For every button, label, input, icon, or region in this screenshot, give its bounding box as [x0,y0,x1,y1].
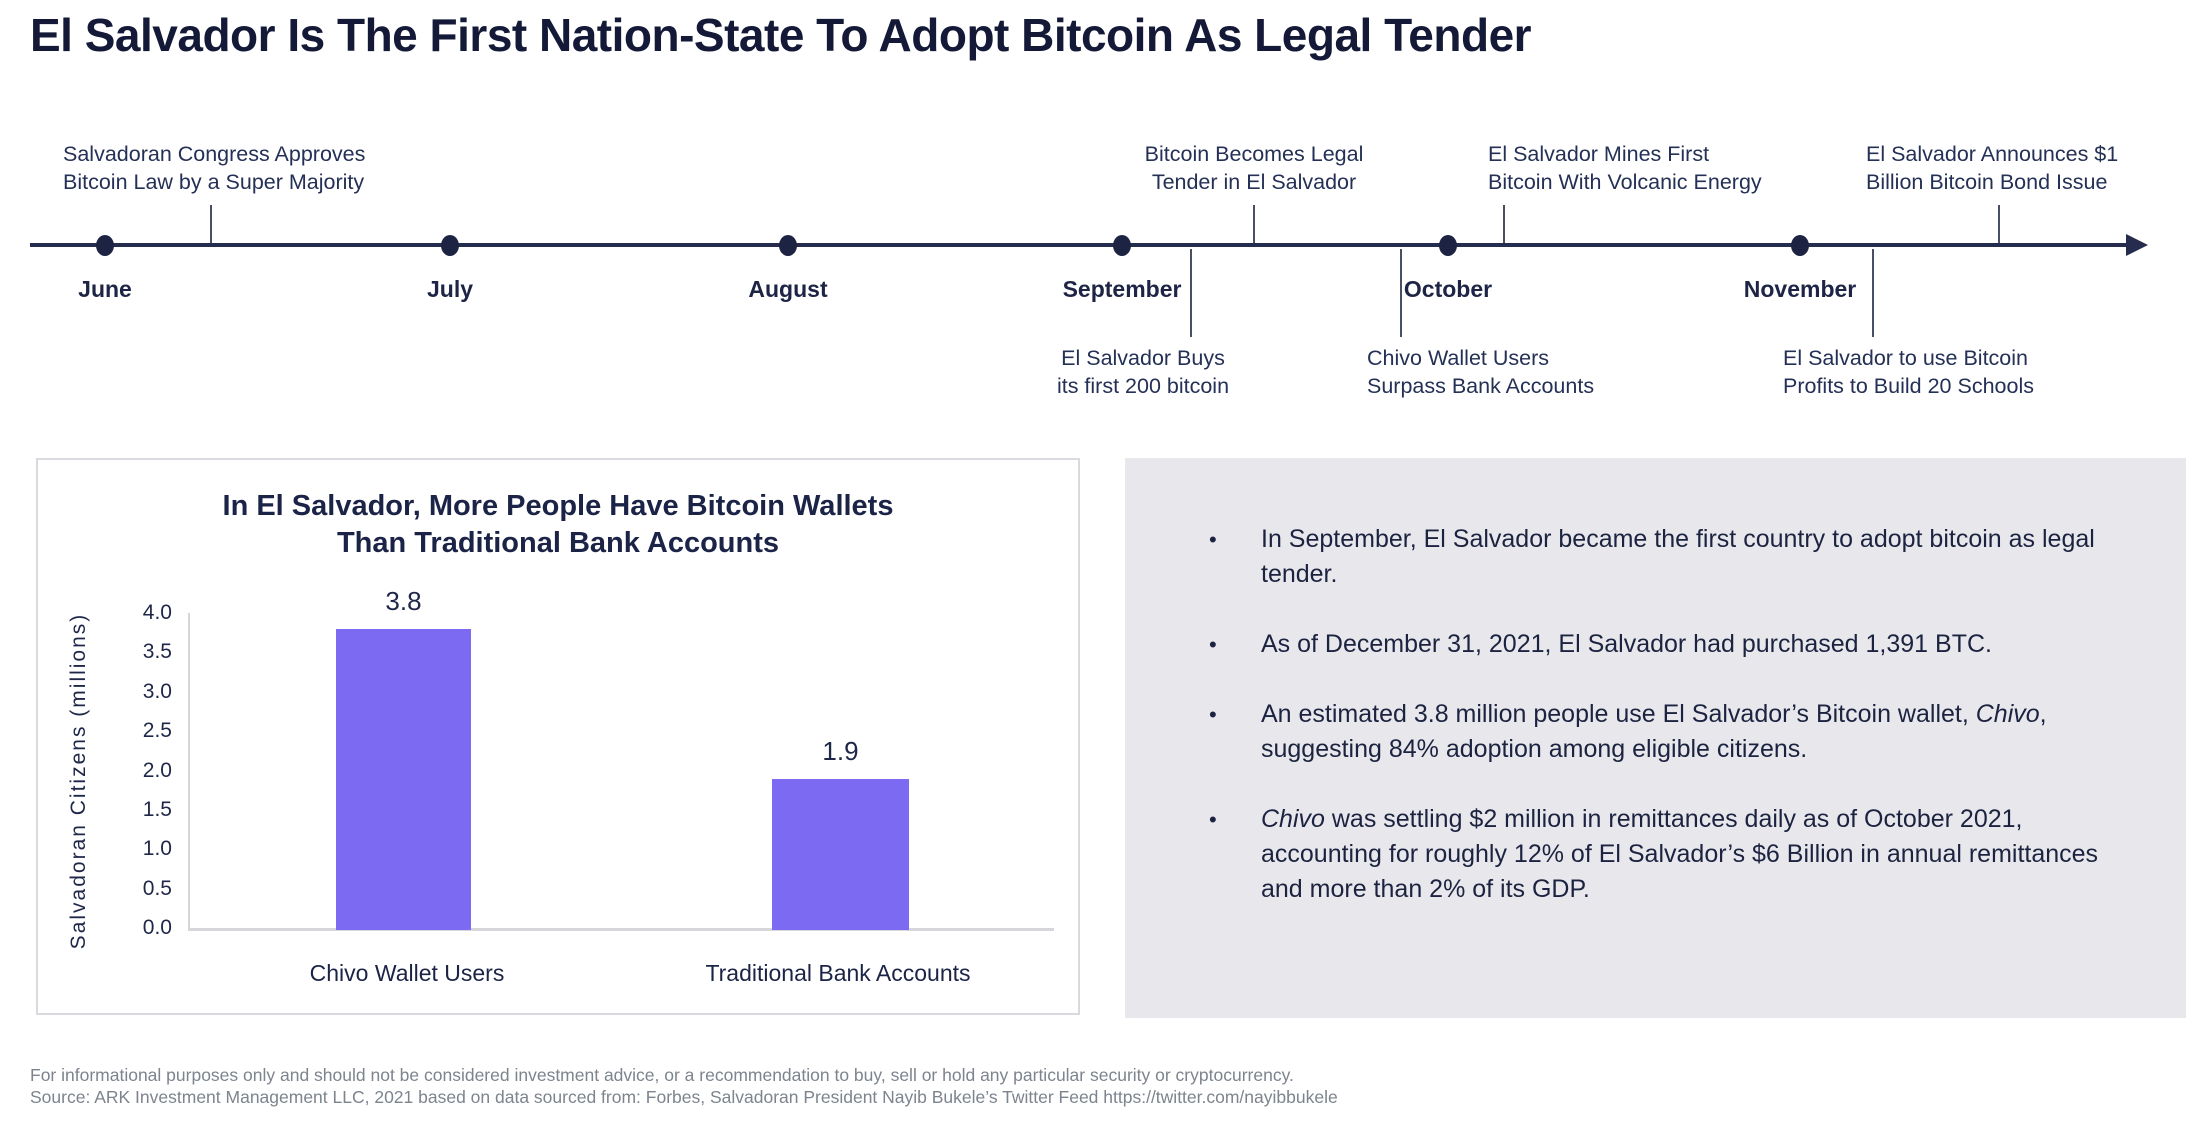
month-label-june: June [78,276,132,302]
timeline-connector [210,205,212,243]
y-tick: 1.5 [142,797,172,821]
y-tick: 2.5 [142,719,172,743]
timeline-connector [1400,249,1402,337]
timeline-connector [1190,249,1192,337]
timeline-event-first-200-btc: El Salvador Buys its first 200 bitcoin [1056,346,1230,398]
timeline-event-volcano-mining: El Salvador Mines First Bitcoin With Vol… [1488,142,1762,194]
bullet-text: An estimated 3.8 million people use El S… [1261,700,2047,763]
bullet-item: • In September, El Salvador became the f… [1209,522,2120,592]
y-tick: 4.0 [142,601,172,624]
bullet-icon: • [1209,702,1217,727]
month-label-october: October [1403,276,1493,302]
bullet-item: • As of December 31, 2021, El Salvador h… [1209,627,2120,662]
bullet-item: • Chivo was settling $2 million in remit… [1209,802,2120,907]
y-tick: 3.0 [142,679,172,703]
bullet-icon: • [1209,527,1217,552]
category-label-chivo: Chivo Wallet Users [309,960,505,986]
bullet-icon: • [1209,807,1217,832]
chart-y-axis-line [188,613,190,930]
bullet-text: Chivo was settling $2 million in remitta… [1261,805,2099,903]
timeline-connector [1872,249,1874,337]
bullet-text: In September, El Salvador became the fir… [1261,525,2095,588]
timeline-axis [30,243,2130,247]
timeline-dot-july [441,235,459,256]
chart-panel: In El Salvador, More People Have Bitcoin… [36,458,1080,1015]
footer-source: Source: ARK Investment Management LLC, 2… [30,1087,1338,1107]
y-tick: 2.0 [142,758,172,782]
month-label-august: August [748,276,828,302]
month-label-september: September [1062,276,1182,302]
insights-panel: • In September, El Salvador became the f… [1125,458,2186,1018]
timeline-dot-september [1113,235,1131,256]
bar-chivo-wallet-users [336,628,471,930]
y-tick: 0.0 [142,916,172,939]
timeline-event-bond-issue: El Salvador Announces $1 Billion Bitcoin… [1866,142,2119,194]
timeline-connector [1998,205,2000,243]
arrow-right-icon [2126,234,2148,256]
timeline-event-congress: Salvadoran Congress Approves Bitcoin Law… [63,142,366,194]
chart-baseline [188,928,1054,931]
timeline-dot-august [779,235,797,256]
page-title: El Salvador Is The First Nation-State To… [30,9,1532,61]
bar-value-label: 3.8 [385,585,422,616]
timeline-event-20-schools: El Salvador to use Bitcoin Profits to Bu… [1783,346,2034,398]
chart-title: In El Salvador, More People Have Bitcoin… [222,490,894,559]
timeline-dot-june [96,235,114,256]
y-tick: 0.5 [142,876,172,900]
y-tick: 3.5 [142,640,172,664]
bullet-item: • An estimated 3.8 million people use El… [1209,697,2120,767]
category-label-bank: Traditional Bank Accounts [705,960,971,986]
month-label-november: November [1743,276,1857,302]
timeline-dot-october [1439,235,1457,256]
timeline-dot-november [1791,235,1809,256]
bar-traditional-bank-accounts [772,779,909,930]
footer-disclaimer: For informational purposes only and shou… [30,1065,1294,1085]
timeline-connector [1253,205,1255,243]
timeline-event-legal-tender: Bitcoin Becomes Legal Tender in El Salva… [1144,142,1364,194]
bullet-icon: • [1209,632,1217,657]
y-tick: 1.0 [142,837,172,861]
month-label-july: July [426,276,474,302]
bar-value-label: 1.9 [822,736,859,767]
chart-plot-area: 3.8 1.9 [190,586,1044,930]
footer: For informational purposes only and shou… [30,1064,2180,1108]
bullet-text: As of December 31, 2021, El Salvador had… [1261,630,1992,658]
chart-y-ticks: 4.0 3.5 3.0 2.5 2.0 1.5 1.0 0.5 0.0 [78,601,172,940]
timeline-connector [1503,205,1505,243]
timeline-event-chivo-surpass: Chivo Wallet Users Surpass Bank Accounts [1367,346,1595,398]
